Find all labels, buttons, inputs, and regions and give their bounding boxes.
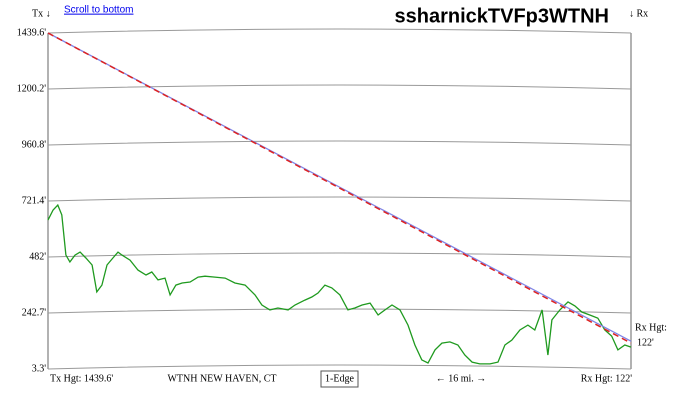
series-line xyxy=(47,203,632,365)
grid-line xyxy=(47,308,632,314)
y-tick-label: 1200.2' xyxy=(17,83,47,94)
chart-title: ssharnickTVFp3WTNH xyxy=(395,5,609,27)
series-line xyxy=(47,32,632,344)
edge-button[interactable]: 1-Edge xyxy=(325,373,354,384)
y-tick-label: 721.4' xyxy=(22,195,47,206)
rx-label: ↓ Rx xyxy=(629,8,648,19)
tx-label: Tx ↓ xyxy=(32,8,51,19)
grid-line xyxy=(47,28,632,34)
y-tick-label: 242.7' xyxy=(22,307,47,318)
grid-line xyxy=(47,140,632,146)
station: WTNH NEW HAVEN, CT xyxy=(167,373,276,384)
scroll-link[interactable]: Scroll to bottom xyxy=(64,5,133,16)
y-tick-label: 3.3' xyxy=(32,363,47,374)
distance: ← 16 mi. → xyxy=(436,373,487,384)
grid-line xyxy=(47,196,632,202)
y-tick-label: 1439.6' xyxy=(17,27,47,38)
rx-side-value: 122' xyxy=(637,337,654,348)
rx-side-label: Rx Hgt: xyxy=(635,322,667,333)
tx-height: Tx Hgt: 1439.6' xyxy=(50,373,113,384)
y-tick-label: 482' xyxy=(29,251,46,262)
rx-height: Rx Hgt: 122' xyxy=(581,373,632,384)
grid-line xyxy=(47,252,632,258)
series-line xyxy=(47,32,632,342)
grid-line xyxy=(47,364,632,370)
y-tick-label: 960.8' xyxy=(22,139,47,150)
edge-button-box[interactable] xyxy=(320,370,359,388)
grid-line xyxy=(47,84,632,90)
